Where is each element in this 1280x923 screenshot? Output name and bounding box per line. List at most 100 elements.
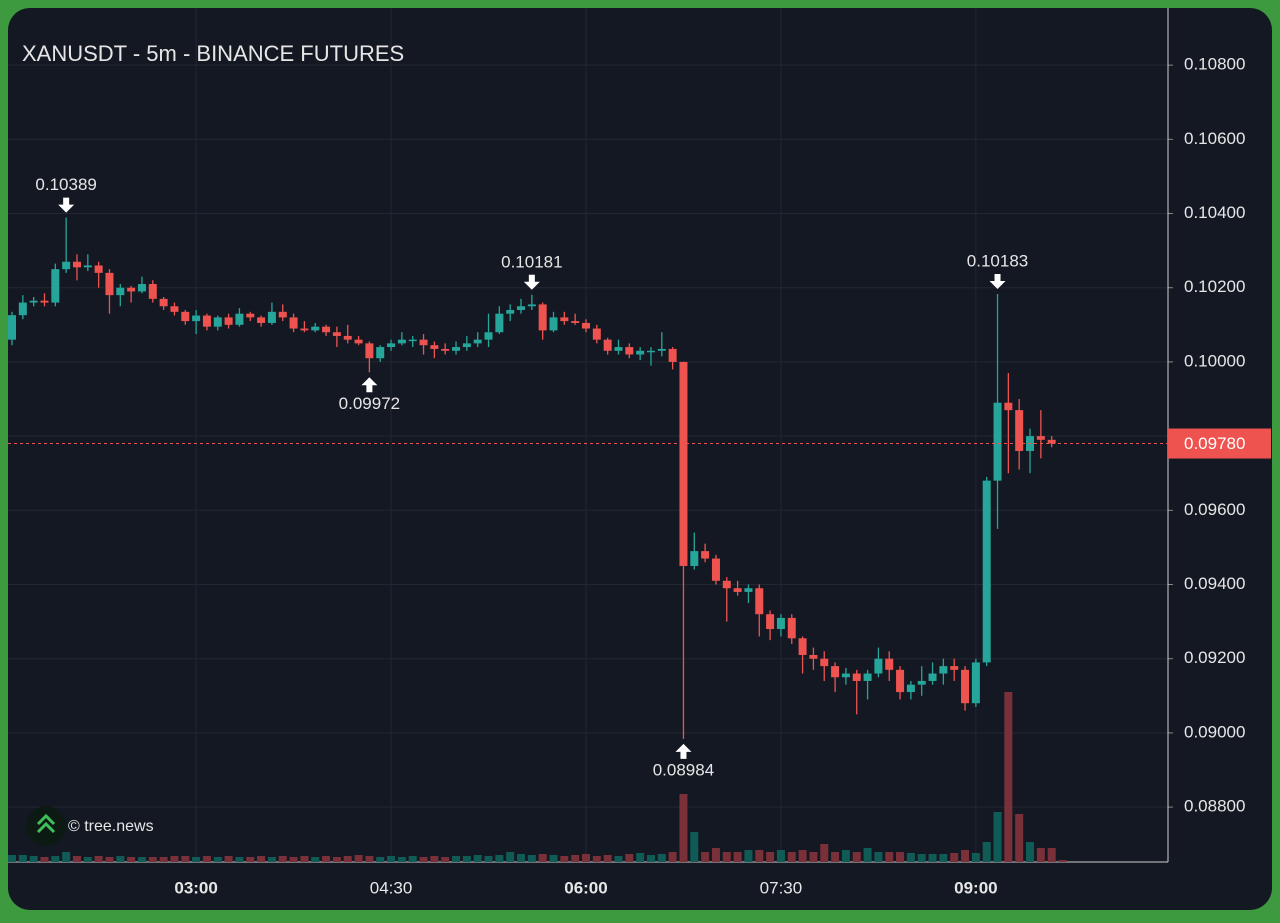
candle-body	[625, 347, 634, 355]
candle-body	[51, 269, 60, 303]
volume-bar	[646, 855, 655, 862]
marker-arrow	[58, 197, 75, 213]
candle-body	[62, 261, 71, 270]
candle-body	[484, 332, 493, 340]
candle-body	[159, 298, 168, 307]
candle-body	[690, 551, 699, 566]
volume-bar	[300, 856, 309, 862]
candle-body	[776, 617, 785, 630]
panel	[8, 8, 1272, 910]
volume-bar	[733, 852, 742, 862]
candle-body	[83, 265, 92, 268]
volume-bar	[874, 852, 883, 862]
volume-bar	[376, 857, 385, 862]
volume-bar	[18, 855, 27, 862]
candle-body	[376, 347, 385, 359]
marker-arrow	[675, 743, 692, 759]
volume-bar	[40, 857, 49, 862]
volume-bar	[560, 856, 569, 862]
volume-bar	[841, 850, 850, 862]
candle-body	[495, 313, 504, 333]
candle-body	[614, 347, 623, 351]
candle-body	[202, 315, 211, 327]
volume-bar	[776, 850, 785, 862]
candle-body	[733, 588, 742, 592]
volume-bar	[8, 855, 16, 862]
candle-body	[257, 317, 266, 323]
candle-body	[874, 658, 883, 674]
candle-body	[408, 339, 417, 342]
volume-bar	[495, 855, 504, 862]
x-tick-label: 03:00	[174, 878, 217, 897]
volume-bar	[430, 856, 439, 862]
volume-bar	[787, 852, 796, 862]
volume-bar	[137, 857, 146, 862]
volume-bar	[581, 854, 590, 862]
y-tick-label: 0.10600	[1184, 129, 1245, 148]
candle-body	[278, 311, 287, 318]
marker-arrow	[989, 274, 1006, 290]
volume-bar	[820, 844, 829, 862]
watermark: © tree.news	[68, 818, 154, 835]
candle-body	[896, 669, 905, 693]
volume-bar	[917, 854, 926, 862]
volume-bar	[1047, 848, 1056, 862]
volume-bar	[711, 848, 720, 862]
volume-bar	[625, 854, 634, 862]
candle-body	[863, 673, 872, 681]
volume-bar	[29, 856, 38, 862]
volume-bar	[452, 856, 461, 862]
volume-bar	[257, 856, 266, 862]
candle-body	[181, 311, 190, 322]
candle-body	[571, 321, 580, 323]
candle-body	[235, 313, 244, 325]
candle-body	[852, 673, 861, 681]
candle-body	[668, 348, 677, 362]
volume-bar	[1036, 848, 1045, 862]
candle-body	[8, 315, 16, 340]
marker-label: 0.09972	[339, 394, 400, 413]
marker-arrow	[361, 377, 378, 393]
volume-bar	[896, 852, 905, 862]
volume-bar	[950, 853, 959, 862]
y-tick-label: 0.09400	[1184, 574, 1245, 593]
candle-body	[105, 272, 114, 296]
candle-body	[917, 680, 926, 685]
y-tick-label: 0.10000	[1184, 351, 1245, 370]
candle-body	[939, 666, 948, 674]
volume-bar	[62, 852, 71, 862]
candle-body	[885, 658, 894, 670]
candle-body	[246, 313, 255, 318]
volume-bar	[993, 812, 1002, 862]
candle-body	[646, 350, 655, 353]
candle-body	[365, 343, 374, 359]
candle-body	[300, 328, 309, 331]
volume-bar	[332, 857, 341, 862]
marker-label: 0.10183	[967, 252, 1028, 271]
volume-bar	[1004, 692, 1013, 862]
candle-body	[29, 300, 38, 303]
candle-body	[192, 315, 201, 322]
volume-bar	[235, 857, 244, 862]
volume-bar	[668, 852, 677, 862]
volume-bar	[961, 850, 970, 862]
candle-body	[906, 684, 915, 693]
candle-body	[127, 287, 136, 292]
candle-body	[452, 347, 461, 351]
candle-body	[94, 265, 103, 273]
candle-body	[755, 588, 764, 615]
candle-body	[993, 402, 1002, 481]
candle-body	[137, 284, 146, 292]
candle-body	[170, 306, 179, 312]
candle-body	[430, 345, 439, 349]
volume-bar	[365, 856, 374, 862]
candle-body	[560, 317, 569, 322]
candle-body	[289, 317, 298, 329]
volume-bar	[83, 857, 92, 862]
volume-bar	[213, 857, 222, 862]
candle-body	[636, 350, 645, 355]
candle-body	[831, 666, 840, 678]
volume-bar	[852, 852, 861, 862]
volume-bar	[1015, 814, 1024, 862]
